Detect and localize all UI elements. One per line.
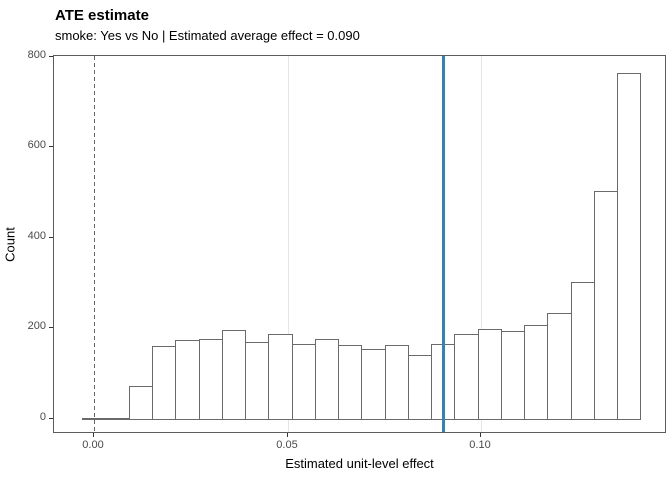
- y-tick-label: 600: [27, 139, 46, 151]
- x-tick-mark: [287, 433, 288, 437]
- x-gridline: [481, 56, 482, 432]
- histogram-bar: [501, 331, 525, 420]
- x-tick-mark: [480, 433, 481, 437]
- average-effect-line: [442, 56, 445, 432]
- histogram-bar: [385, 345, 409, 420]
- histogram-bar: [222, 330, 246, 420]
- histogram-bar: [524, 325, 548, 420]
- histogram-bar: [617, 73, 641, 420]
- histogram-bar: [571, 282, 595, 420]
- histogram-bar: [106, 418, 130, 420]
- histogram-bar: [454, 334, 479, 420]
- y-tick-mark: [49, 327, 53, 328]
- y-tick-mark: [49, 146, 53, 147]
- x-tick-label: 0.05: [276, 439, 298, 451]
- x-tick-mark: [93, 433, 94, 437]
- y-tick-mark: [49, 56, 53, 57]
- plot-title: ATE estimate: [55, 7, 149, 24]
- histogram-bar: [245, 342, 269, 420]
- plot-subtitle: smoke: Yes vs No | Estimated average eff…: [55, 28, 360, 43]
- y-tick-label: 400: [27, 230, 46, 242]
- x-tick-label: 0.00: [82, 439, 104, 451]
- y-tick-label: 200: [27, 320, 46, 332]
- histogram-bar: [547, 313, 572, 420]
- histogram-bar: [199, 339, 223, 420]
- x-gridline: [288, 56, 289, 432]
- histogram-bar: [268, 334, 293, 420]
- histogram-bar: [594, 191, 618, 420]
- histogram-bar: [361, 349, 386, 420]
- histogram-bar: [292, 344, 316, 420]
- x-tick-label: 0.10: [469, 439, 491, 451]
- y-tick-mark: [49, 237, 53, 238]
- y-axis-title: Count: [2, 227, 18, 262]
- plot-panel: [53, 55, 666, 433]
- histogram-bar: [408, 355, 432, 420]
- histogram-bar: [315, 339, 339, 420]
- zero-reference-line: [94, 56, 95, 432]
- histogram-bar: [129, 386, 153, 420]
- histogram-bar: [152, 346, 176, 420]
- histogram-bar: [175, 340, 200, 420]
- histogram-bar: [338, 345, 362, 420]
- y-tick-label: 800: [27, 49, 46, 61]
- histogram-bar: [478, 329, 502, 420]
- y-tick-mark: [49, 418, 53, 419]
- y-tick-label: 0: [39, 411, 46, 423]
- x-axis-title: Estimated unit-level effect: [285, 456, 434, 471]
